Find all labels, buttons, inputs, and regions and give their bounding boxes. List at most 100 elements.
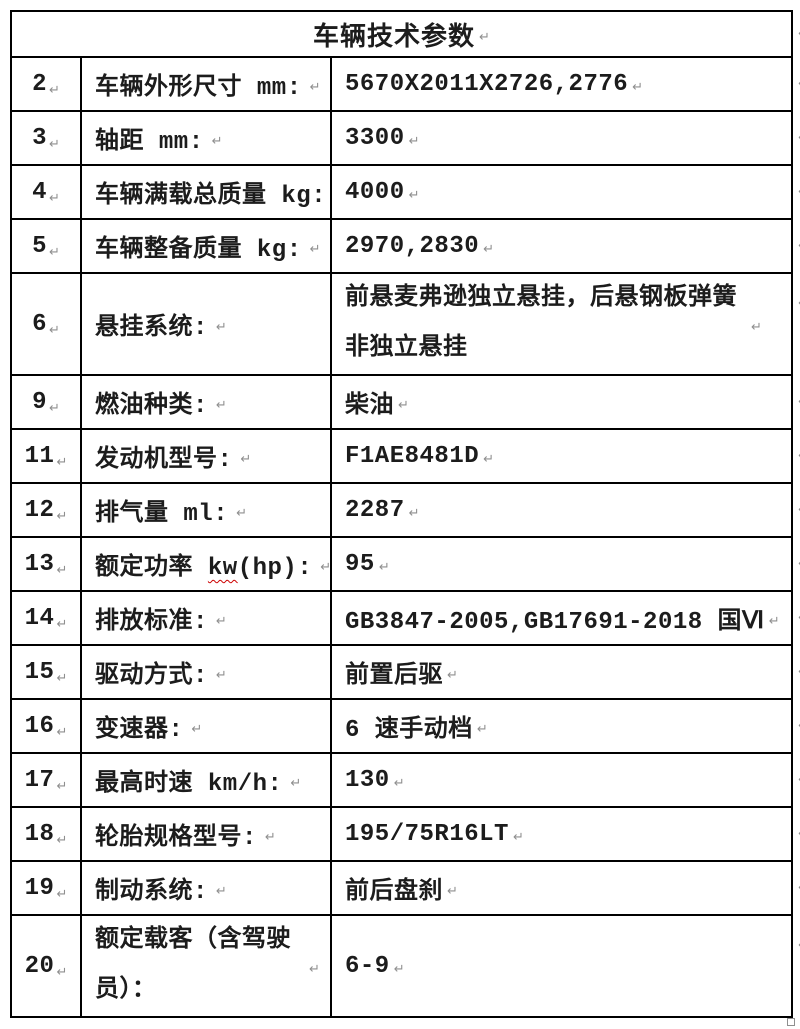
row-number-cell: 3 ↵ [12,112,82,164]
spec-value: 5670X2011X2726,2776 [345,70,629,98]
spec-value: 4000 [345,178,405,206]
paragraph-mark-icon: ↵ [632,79,644,95]
spec-value: 前悬麦弗逊独立悬挂，后悬钢板弹簧非独立悬挂 [345,285,737,362]
table-row: 16↵ 变速器:↵ 6 速手动档↵ ↵ [12,698,800,752]
paragraph-mark-icon: ↵ [191,721,203,737]
spec-label-cell: 最高时速 km/h: ↵ [82,754,330,806]
spec-label-cell: 排气量 ml: ↵ [82,484,330,536]
spec-value-cell: 前悬麦弗逊独立悬挂，后悬钢板弹簧非独立悬挂 ↵ [330,274,791,374]
row-number-cell: 2 ↵ [12,58,82,110]
end-of-row-mark-icon: ↵ [798,719,800,734]
paragraph-mark-icon: ↵ [49,136,60,152]
spec-value-cell: 130 ↵ [330,754,791,806]
end-of-row-mark-icon: ↵ [798,938,800,953]
paragraph-mark-icon: ↵ [56,454,68,470]
spec-value-cell: GB3847-2005,GB17691-2018 国Ⅵ ↵ [330,592,791,644]
spec-value: 130 [345,766,390,794]
spec-label: 驱动方式: [95,663,208,690]
paragraph-mark-icon: ↵ [56,964,68,980]
end-of-row-mark-icon: ↵ [798,557,800,572]
table-row: 17↵ 最高时速 km/h:↵ 130↵ ↵ [12,752,800,806]
spec-label-prefix: 额定功率 [95,555,208,582]
row-number-cell: 17 ↵ [12,754,82,806]
table-row: 18↵ 轮胎规格型号:↵ 195/75R16LT↵ ↵ [12,806,800,860]
spec-value: 195/75R16LT [345,820,509,848]
spec-label: 发动机型号: [95,447,233,474]
spec-label-cell: 变速器: ↵ [82,700,330,752]
table-row: 2↵ 车辆外形尺寸 mm:↵ 5670X2011X2726,2776↵ ↵ [12,56,800,110]
end-of-row-mark-icon: ↵ [798,131,800,146]
paragraph-mark-icon: ↵ [378,559,390,575]
row-number: 18 [24,820,55,848]
paragraph-mark-icon: ↵ [49,322,60,338]
row-number-cell: 11 ↵ [12,430,82,482]
table-row: 14 ↵ 排放标准: ↵ GB3847-2005,GB17691-2018 国Ⅵ ↵ … [12,590,800,644]
row-number-cell: 19 ↵ [12,862,82,914]
paragraph-mark-icon: ↵ [751,319,762,335]
spec-label-cell: 轮胎规格型号: ↵ [82,808,330,860]
row-number-cell: 6 ↵ [12,274,82,374]
paragraph-mark-icon: ↵ [56,832,68,848]
paragraph-mark-icon: ↵ [447,883,458,899]
paragraph-mark-icon: ↵ [398,397,409,413]
end-of-row-mark-icon: ↵ [798,296,800,311]
spec-label-cell: 轴距 mm: ↵ [82,112,330,164]
spec-label: 制动系统: [95,879,208,906]
table-row: 11↵ 发动机型号:↵ F1AE8481D↵ ↵ [12,428,800,482]
spec-label: 排气量 ml: [95,501,229,528]
table-row: 13↵ 额定功率 kw(hp): ↵ 95↵ ↵ [12,536,800,590]
row-number-cell: 12 ↵ [12,484,82,536]
paragraph-mark-icon: ↵ [240,451,252,467]
paragraph-mark-icon: ↵ [56,778,68,794]
paragraph-mark-icon: ↵ [49,400,60,416]
spec-label: 额定载客（含驾驶员）： [95,927,291,1004]
spec-label-cell: 额定功率 kw(hp): ↵ [82,538,330,590]
paragraph-mark-icon: ↵ [393,775,405,791]
spec-label-cell: 车辆满载总质量 kg:↵ [82,166,330,218]
paragraph-mark-icon: ↵ [309,79,321,95]
table-row: 3↵ 轴距 mm:↵ 3300↵ ↵ [12,110,800,164]
paragraph-mark-icon: ↵ [483,451,495,467]
table-header-row: 车辆技术参数 ↵ ↵ [12,12,800,56]
row-number-cell: 14 ↵ [12,592,82,644]
row-number: 11 [24,442,55,470]
spec-value: 95 [345,550,375,578]
row-number: 13 [24,550,55,578]
spec-label-suffix: (hp): [237,555,313,582]
row-number-cell: 9 ↵ [12,376,82,428]
spec-value: 6 速手动档 [345,717,473,744]
paragraph-mark-icon: ↵ [309,241,321,257]
paragraph-mark-icon: ↵ [215,883,227,899]
spec-value-cell: 柴油 ↵ [330,376,791,428]
spec-value: 前后盘刹 [345,879,443,906]
table-row: 12↵ 排气量 ml:↵ 2287↵ ↵ [12,482,800,536]
spec-label: 轴距 mm: [95,129,204,156]
row-number: 20 [24,952,55,980]
paragraph-mark-icon: ↵ [215,319,227,335]
end-of-row-mark-icon: ↵ [798,239,800,254]
spec-value-cell: 6-9 ↵ [330,916,791,1016]
paragraph-mark-icon: ↵ [447,667,458,683]
spec-label-cell: 悬挂系统: ↵ [82,274,330,374]
end-of-row-mark-icon: ↵ [798,881,800,896]
end-of-row-mark-icon: ↵ [798,665,800,680]
row-number-cell: 18 ↵ [12,808,82,860]
paragraph-mark-icon: ↵ [512,829,524,845]
spec-label-cell: 排放标准: ↵ [82,592,330,644]
spec-label: 车辆满载总质量 kg: [95,183,327,210]
paragraph-mark-icon: ↵ [56,562,68,578]
end-of-row-mark-icon: ↵ [798,27,800,42]
table-resize-handle-icon[interactable] [787,1018,795,1026]
spec-value-cell: 5670X2011X2726,2776 ↵ [330,58,791,110]
spec-label-cell: 燃油种类: ↵ [82,376,330,428]
row-number: 3 [32,124,47,152]
spec-value-cell: 195/75R16LT ↵ [330,808,791,860]
end-of-row-mark-icon: ↵ [798,611,800,626]
table-row: 19↵ 制动系统:↵ 前后盘刹↵ ↵ [12,860,800,914]
paragraph-mark-icon: ↵ [290,775,302,791]
end-of-row-mark-icon: ↵ [798,395,800,410]
paragraph-mark-icon: ↵ [56,508,68,524]
row-number-cell: 15 ↵ [12,646,82,698]
paragraph-mark-icon: ↵ [264,829,276,845]
